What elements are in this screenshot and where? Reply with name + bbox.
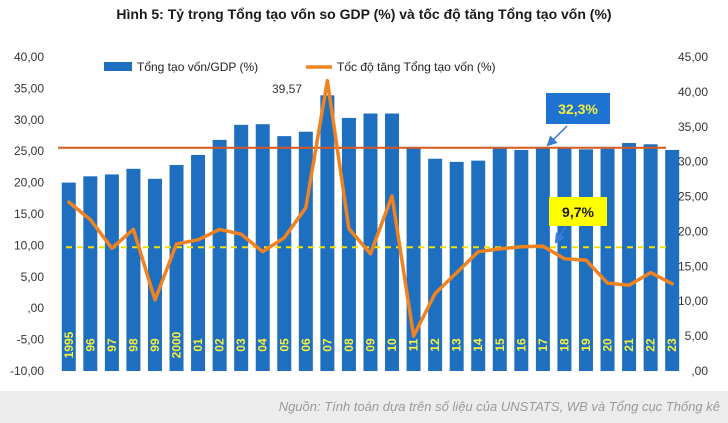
bar-tong-tao-von-gdp (191, 154, 206, 371)
category-label: 07 (320, 338, 334, 352)
category-label: 02 (213, 338, 227, 352)
category-label: 11 (407, 338, 421, 351)
right-axis-tick: 30,00 (678, 155, 708, 169)
bar-tong-tao-von-gdp (212, 139, 227, 371)
right-axis-tick: 40,00 (678, 85, 708, 99)
right-axis-tick: 25,00 (678, 190, 708, 204)
callout-box-32-3 (546, 93, 610, 124)
category-label: 06 (299, 338, 313, 352)
category-label: 08 (342, 338, 356, 352)
right-axis-tick: 5,00 (685, 329, 709, 343)
right-axis-tick: 45,00 (678, 50, 708, 64)
category-label: 1995 (62, 331, 76, 358)
category-label: 18 (557, 338, 571, 352)
category-label: 17 (536, 338, 550, 352)
bar-tong-tao-von-gdp (298, 131, 313, 371)
left-axis-tick: 5,00 (21, 270, 45, 284)
category-label: 13 (450, 338, 464, 352)
callout-arrow-9-7 (554, 225, 567, 244)
bar-tong-tao-von-gdp (665, 149, 680, 371)
bar-tong-tao-von-gdp (320, 95, 335, 372)
legend-label-bar: Tổng tạo vốn/GDP (%) (137, 60, 258, 74)
left-axis-tick: 30,00 (14, 113, 44, 127)
bar-tong-tao-von-gdp (492, 147, 507, 371)
left-axis-tick: ,00 (27, 301, 44, 315)
bar-tong-tao-von-gdp (535, 147, 550, 371)
bar-tong-tao-von-gdp (169, 165, 184, 371)
callout-box-9-7 (549, 197, 607, 226)
left-axis-tick: -10,00 (10, 364, 44, 378)
category-label: 16 (514, 338, 528, 352)
left-axis-tick: 15,00 (14, 207, 44, 221)
right-axis-tick: ,00 (691, 364, 708, 378)
left-axis-tick: 25,00 (14, 144, 44, 158)
legend-swatch-bar (104, 62, 132, 71)
left-axis-tick: -5,00 (17, 333, 45, 347)
right-axis-tick: 15,00 (678, 259, 708, 273)
category-label: 15 (493, 338, 507, 352)
left-axis-tick: 10,00 (14, 238, 44, 252)
bar-tong-tao-von-gdp (104, 174, 119, 371)
category-label: 21 (622, 338, 636, 352)
bar-tong-tao-von-gdp (147, 178, 162, 371)
category-label: 22 (644, 338, 658, 352)
category-label: 96 (83, 338, 97, 352)
category-label: 23 (665, 338, 679, 352)
bar-tong-tao-von-gdp (449, 161, 464, 371)
legend-label-line: Tốc độ tăng Tổng tạo vốn (%) (337, 60, 496, 74)
right-axis-tick: 10,00 (678, 294, 708, 308)
category-label: 20 (601, 338, 615, 352)
bar-tong-tao-von-gdp (61, 182, 76, 371)
right-axis-tick: 35,00 (678, 120, 708, 134)
bar-tong-tao-von-gdp (385, 113, 400, 372)
category-label: 99 (148, 338, 162, 352)
category-label: 04 (256, 338, 270, 352)
category-label: 12 (428, 338, 442, 352)
category-label: 97 (105, 338, 119, 352)
bar-tong-tao-von-gdp (471, 160, 486, 371)
combo-chart: -10,00-5,00,005,0010,0015,0020,0025,0030… (10, 50, 709, 378)
source-note: Nguồn: Tính toán dựa trên số liệu của UN… (278, 399, 720, 414)
category-label: 14 (471, 338, 485, 352)
category-label: 2000 (170, 331, 184, 358)
callout-label-9-7: 9,7% (562, 204, 594, 220)
bar-tong-tao-von-gdp (514, 149, 529, 371)
category-label: 03 (234, 338, 248, 352)
bar-tong-tao-von-gdp (234, 124, 249, 371)
bar-tong-tao-von-gdp (363, 113, 378, 372)
category-label: 05 (277, 338, 291, 352)
line-toc-do-tang (67, 78, 674, 338)
source-footer: Nguồn: Tính toán dựa trên số liệu của UN… (0, 391, 728, 423)
bar-tong-tao-von-gdp (622, 143, 637, 371)
category-label: 09 (363, 338, 377, 352)
bar-tong-tao-von-gdp (643, 144, 658, 371)
left-axis-tick: 40,00 (14, 50, 44, 64)
right-axis-tick: 20,00 (678, 224, 708, 238)
peak-annotation: 39,57 (272, 82, 302, 96)
bar-tong-tao-von-gdp (600, 148, 615, 371)
callout-arrow-32-3 (546, 125, 568, 147)
bar-tong-tao-von-gdp (341, 117, 356, 371)
callout-label-32-3: 32,3% (558, 101, 598, 117)
left-axis-tick: 35,00 (14, 81, 44, 95)
category-label: 10 (385, 338, 399, 352)
bar-tong-tao-von-gdp (126, 168, 141, 371)
bar-tong-tao-von-gdp (428, 158, 443, 371)
category-label: 98 (126, 338, 140, 352)
bar-tong-tao-von-gdp (255, 124, 270, 371)
bar-tong-tao-von-gdp (277, 136, 292, 371)
category-label: 19 (579, 338, 593, 352)
chart-title: Hình 5: Tỷ trọng Tổng tạo vốn so GDP (%)… (116, 6, 612, 22)
left-axis-tick: 20,00 (14, 176, 44, 190)
category-label: 01 (191, 338, 205, 352)
